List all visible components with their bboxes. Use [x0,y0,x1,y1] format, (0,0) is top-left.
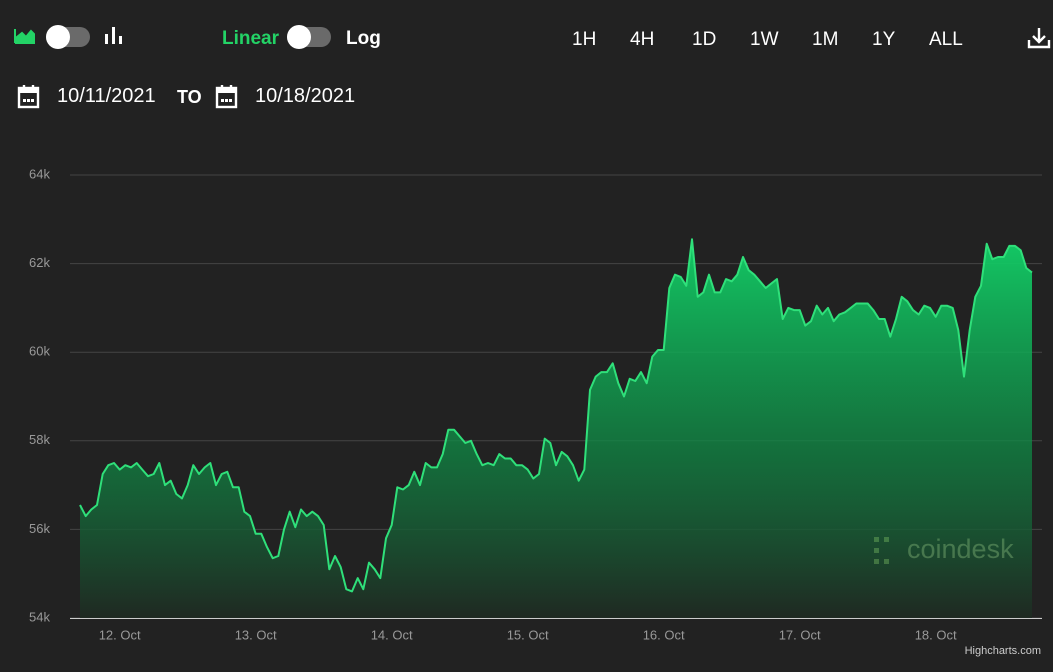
watermark: coindesk [874,534,1014,564]
area [80,239,1032,618]
watermark-text: coindesk [907,534,1014,564]
range-button[interactable]: ALL [929,29,963,50]
scale-toggle[interactable] [287,25,331,49]
date-to[interactable]: 10/18/2021 [255,85,356,107]
x-tick-label: 14. Oct [371,627,413,642]
range-button[interactable]: 1Y [872,29,896,50]
y-tick-label: 62k [29,255,50,270]
area-chart-icon[interactable] [14,27,36,45]
y-tick-label: 58k [29,432,50,447]
y-tick-label: 64k [29,166,50,181]
log-label[interactable]: Log [346,28,381,49]
range-button[interactable]: 1W [750,29,779,50]
x-tick-label: 17. Oct [779,627,821,642]
bar-chart-icon[interactable] [104,25,124,45]
x-tick-label: 16. Oct [643,627,685,642]
line [79,238,1033,593]
chart-type-toggle[interactable] [46,25,90,49]
calendar-icon[interactable] [17,84,41,110]
x-tick-label: 12. Oct [99,627,141,642]
range-button[interactable]: 1H [572,29,597,50]
range-button[interactable]: 4H [630,29,655,50]
date-separator: TO [177,87,202,107]
calendar-icon[interactable] [215,84,239,110]
credits[interactable]: Highcharts.com [965,645,1041,657]
range-button[interactable]: 1D [692,29,717,50]
x-tick-label: 18. Oct [915,627,957,642]
y-tick-label: 60k [29,344,50,359]
y-tick-label: 54k [29,609,50,624]
x-tick-label: 13. Oct [235,627,277,642]
x-tick-label: 15. Oct [507,627,549,642]
y-tick-label: 56k [29,521,50,536]
range-button[interactable]: 1M [812,29,839,50]
date-from[interactable]: 10/11/2021 [57,85,156,107]
download-icon[interactable] [1027,27,1051,49]
linear-label[interactable]: Linear [222,28,280,49]
